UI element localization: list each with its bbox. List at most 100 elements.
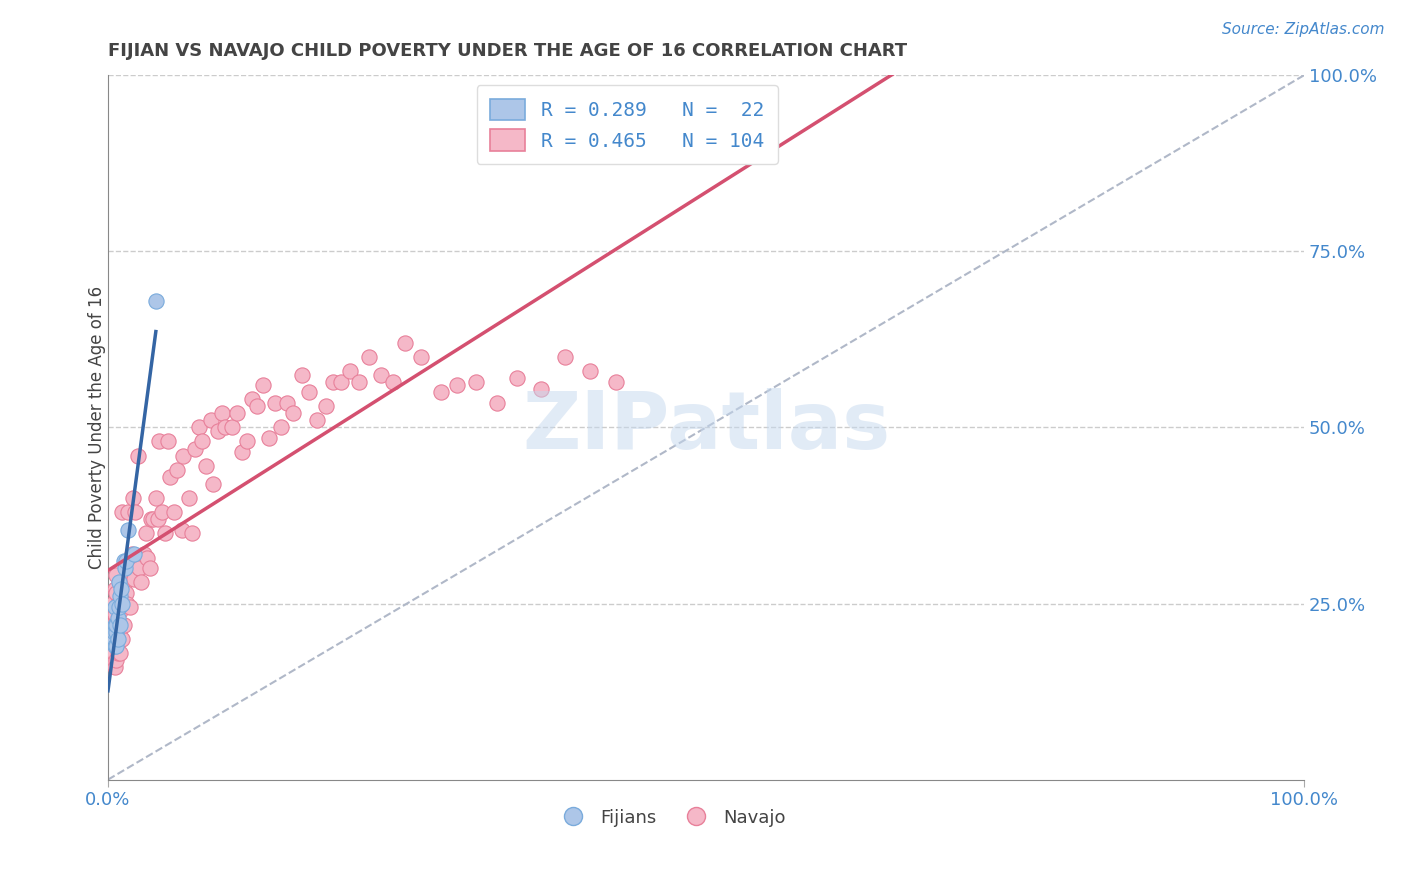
Point [411,350,433,364]
Point [330,375,353,389]
Point [132,547,155,561]
Point [107,575,129,590]
Point [105,653,128,667]
Point [148,434,170,449]
Point [124,505,146,519]
Point [429,385,451,400]
Point [200,413,222,427]
Point [191,434,214,449]
Point [307,413,329,427]
Text: ZIPatlas: ZIPatlas [522,388,890,467]
Point [104,639,127,653]
Point [107,600,129,615]
Point [131,575,153,590]
Point [115,554,138,568]
Point [107,624,129,639]
Point [446,378,468,392]
Point [187,420,209,434]
Point [184,442,207,456]
Point [554,350,576,364]
Point [108,590,131,604]
Point [172,523,194,537]
Point [105,624,128,639]
Y-axis label: Child Poverty Under the Age of 16: Child Poverty Under the Age of 16 [89,285,105,569]
Point [105,568,128,582]
Point [108,603,131,617]
Legend: Fijians, Navajo: Fijians, Navajo [547,802,793,834]
Point [107,632,129,646]
Text: Source: ZipAtlas.com: Source: ZipAtlas.com [1222,22,1385,37]
Point [118,600,141,615]
Point [347,375,370,389]
Point [142,512,165,526]
Point [339,364,361,378]
Point [163,505,186,519]
Point [180,526,202,541]
Point [110,582,132,597]
Point [127,449,149,463]
Point [107,617,129,632]
Point [112,586,135,600]
Point [120,565,142,579]
Point [276,396,298,410]
Point [264,396,287,410]
Point [231,445,253,459]
Point [100,597,122,611]
Point [104,600,127,615]
Point [121,547,143,561]
Point [103,603,125,617]
Point [105,586,128,600]
Point [291,368,314,382]
Point [202,476,225,491]
Point [156,434,179,449]
Point [107,597,129,611]
Point [357,350,380,364]
Point [135,526,157,541]
Point [136,550,159,565]
Point [605,375,627,389]
Point [111,597,134,611]
Point [100,617,122,632]
Point [104,607,127,621]
Point [115,597,138,611]
Point [110,632,132,646]
Point [124,572,146,586]
Point [226,406,249,420]
Point [107,597,129,611]
Point [179,491,201,505]
Point [145,491,167,505]
Point [104,582,127,597]
Point [103,624,125,639]
Point [270,420,292,434]
Point [465,375,488,389]
Point [207,424,229,438]
Point [150,505,173,519]
Point [315,399,337,413]
Point [103,632,125,646]
Point [148,512,170,526]
Point [103,646,125,660]
Point [104,660,127,674]
Point [240,392,263,407]
Point [117,523,139,537]
Point [381,375,404,389]
Point [111,632,134,646]
Point [108,617,131,632]
Point [112,554,135,568]
Point [322,375,344,389]
Point [485,396,508,410]
Point [110,593,132,607]
Point [104,617,127,632]
Point [108,646,131,660]
Point [530,382,553,396]
Point [246,399,269,413]
Point [107,646,129,660]
Point [117,505,139,519]
Point [235,434,257,449]
Point [128,561,150,575]
Point [172,449,194,463]
Point [107,610,129,624]
Point [101,635,124,649]
Point [214,420,236,434]
Point [283,406,305,420]
